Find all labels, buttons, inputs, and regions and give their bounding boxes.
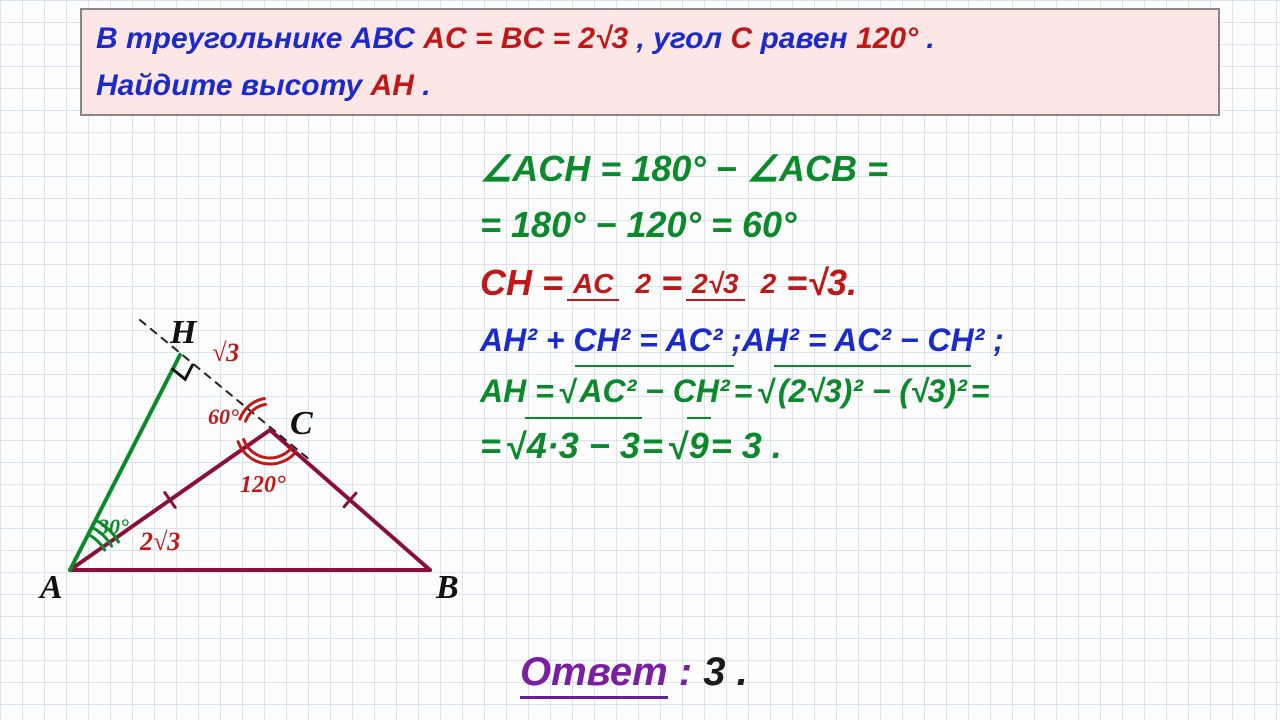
triangle-figure: A B C H √3 2√3 120° 60° 30° (30, 300, 470, 630)
step-ach-1: ∠ACH = 180° − ∠ACB = (480, 142, 1280, 196)
pyth-b: AH² = AC² − CH² ; (742, 316, 1004, 364)
step-ch-lhs: CH = (480, 256, 563, 310)
problem-text-4: . (926, 22, 934, 55)
svg-text:C: C (290, 405, 313, 442)
svg-text:B: B (435, 569, 459, 606)
answer-sep: : (668, 650, 704, 694)
sqrt-subst: (2√3)² − (√3)² (752, 366, 970, 416)
eq-sign-4: = (642, 419, 663, 473)
pyth-a: AH² + CH² = AC² ; (480, 316, 742, 364)
answer-value: 3 . (703, 650, 747, 694)
problem-line2-c: . (422, 69, 430, 102)
sqrt-ac2-ch2: AC² − CH² (554, 366, 734, 416)
problem-angle-letter: С (730, 22, 752, 55)
problem-sides: AC = BC = 2√3 (423, 22, 628, 55)
step-ach-1-text: ∠ACH = 180° − ∠ACB = (480, 142, 888, 196)
problem-line2-b: AH (371, 69, 414, 102)
step-ch-rhs: √3 (807, 256, 847, 310)
svg-text:60°: 60° (208, 404, 239, 429)
answer-label: Ответ (520, 650, 668, 699)
frac-num: AC (567, 268, 619, 301)
step-ah-1: AH = AC² − CH² = (2√3)² − (√3)² = (480, 366, 1280, 416)
svg-text:2√3: 2√3 (139, 527, 180, 556)
problem-text-1: В треугольнике АВС (96, 22, 423, 55)
rad-3: 4·3 − 3 (525, 417, 642, 473)
ah2-result: = 3 . (711, 419, 782, 473)
rad-4: 9 (687, 417, 711, 473)
problem-text-3: равен (760, 22, 856, 55)
rad-2: (2√3)² − (√3)² (774, 365, 971, 415)
triangle-svg: A B C H √3 2√3 120° 60° 30° (30, 300, 470, 630)
eq-sign-2: = (786, 256, 807, 310)
problem-statement: В треугольнике АВС AC = BC = 2√3 , угол … (80, 8, 1220, 116)
ah2-pre: = (480, 419, 501, 473)
frac-den-2: 2 (755, 268, 783, 299)
frac-den: 2 (630, 268, 658, 299)
step-ach-2: = 180° − 120° = 60° (480, 198, 1280, 252)
frac-2sqrt3-over-2: 2√3 2 (686, 263, 782, 299)
problem-text-2: , угол (637, 22, 731, 55)
svg-text:√3: √3 (212, 338, 239, 367)
frac-ac-over-2: AC 2 (567, 263, 657, 299)
problem-angle-value: 120° (856, 22, 918, 55)
problem-line2-a: Найдите высоту (96, 69, 371, 102)
step-pythagoras: AH² + CH² = AC² ; AH² = AC² − CH² ; (480, 316, 1280, 364)
sqrt-9: 9 (663, 418, 711, 474)
rad-1: AC² − CH² (575, 365, 733, 415)
svg-text:120°: 120° (240, 472, 286, 498)
solution-work: ∠ACH = 180° − ∠ACB = = 180° − 120° = 60°… (480, 140, 1280, 476)
sqrt-12-3: 4·3 − 3 (501, 418, 642, 474)
step-ach-2-text: = 180° − 120° = 60° (480, 198, 796, 252)
ah-lhs: AH = (480, 367, 554, 415)
frac-num-2: 2√3 (686, 268, 745, 301)
step-ch-dot: . (847, 256, 857, 310)
svg-text:30°: 30° (97, 514, 129, 539)
ah-tail: = (971, 367, 990, 415)
svg-text:H: H (169, 314, 198, 351)
svg-text:A: A (38, 569, 63, 606)
eq-sign: = (661, 256, 682, 310)
step-ch: CH = AC 2 = 2√3 2 = √3 . (480, 256, 1280, 310)
answer-line: Ответ : 3 . (520, 650, 748, 695)
eq-sign-3: = (734, 367, 753, 415)
step-ah-2: = 4·3 − 3 = 9 = 3 . (480, 418, 1280, 474)
